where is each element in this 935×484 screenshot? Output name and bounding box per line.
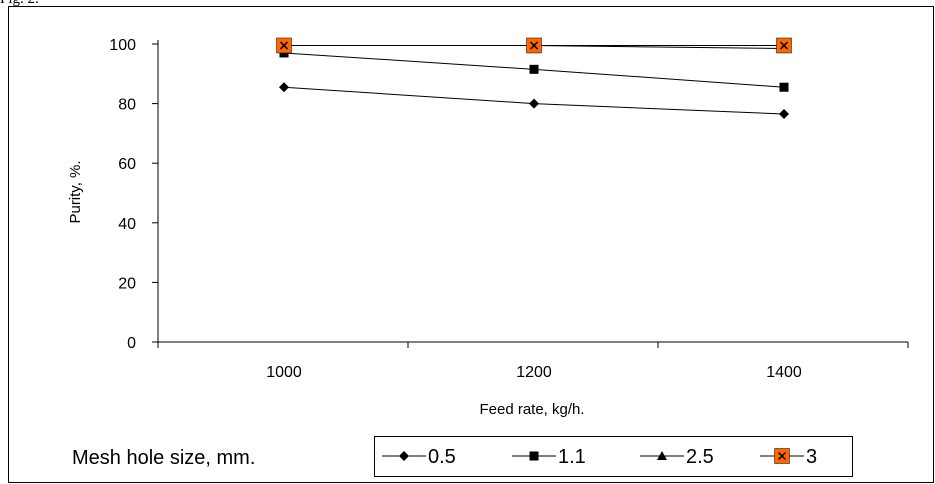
data-point-triangle: [657, 451, 667, 460]
y-tick-label: 0: [127, 335, 136, 352]
legend-item: 3: [760, 446, 817, 468]
data-point-x-square: [526, 37, 542, 54]
legend-item: 0.5: [382, 446, 456, 468]
data-point-diamond: [779, 109, 789, 120]
x-axis-label: Feed rate, kg/h.: [479, 401, 584, 418]
x-tick-label: 1400: [766, 364, 802, 381]
data-point-diamond: [529, 98, 539, 109]
x-tick-label: 1000: [266, 364, 302, 381]
legend-item: 2.5: [640, 446, 714, 468]
y-tick-label: 100: [109, 37, 136, 54]
series-3: [276, 37, 792, 54]
y-axis-label: Purity, %.: [67, 160, 84, 223]
y-tick-label: 20: [118, 275, 136, 292]
y-tick-label: 60: [118, 156, 136, 173]
series-0.5: [279, 82, 789, 120]
x-axis-ticks: 1000 1200 1400: [157, 342, 909, 381]
data-point-square: [529, 451, 539, 461]
y-axis-ticks: 0 20 40 60 80 100: [109, 37, 158, 352]
series-layer: [276, 37, 792, 120]
series-1.1: [279, 48, 789, 92]
data-point-x-square: [776, 37, 792, 54]
legend-title: Mesh hole size, mm.: [72, 447, 255, 469]
data-point-square: [529, 64, 539, 74]
data-point-square: [779, 82, 789, 92]
legend-items: 0.5 1.1 2.5 3: [382, 446, 817, 468]
data-point-diamond: [279, 82, 289, 93]
chart-frame: [8, 6, 934, 483]
legend-label: 3: [806, 446, 817, 468]
legend-item: 1.1: [512, 446, 586, 468]
y-tick-label: 80: [118, 97, 136, 114]
x-tick-label: 1200: [516, 364, 552, 381]
y-tick-label: 40: [118, 216, 136, 233]
data-point-diamond: [399, 451, 409, 461]
legend-label: 2.5: [686, 446, 714, 468]
data-point-x-square: [774, 448, 790, 464]
figure-caption-fragment: Fig. 2.: [0, 0, 39, 8]
legend-label: 1.1: [558, 446, 586, 468]
data-point-x-square: [276, 37, 292, 54]
legend-label: 0.5: [428, 446, 456, 468]
